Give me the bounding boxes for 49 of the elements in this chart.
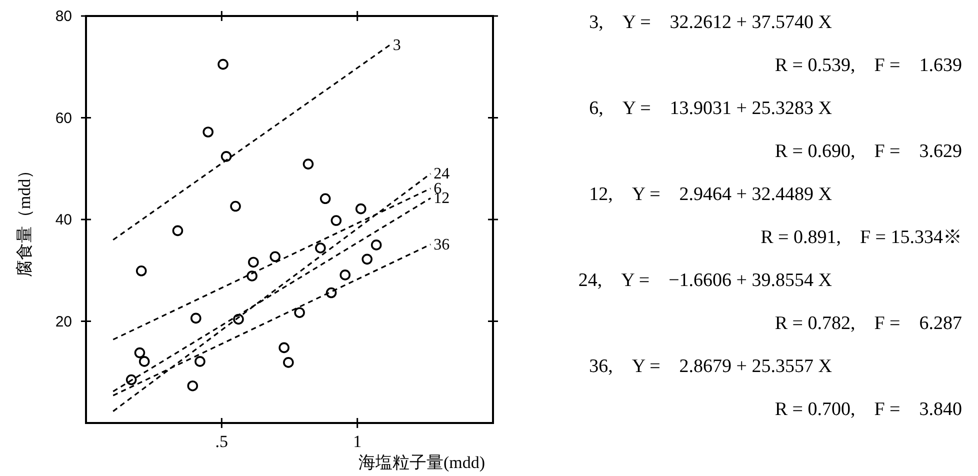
y-tick-label: 80 [55,8,72,25]
text: R = 0.539, F = 1.639 [774,55,962,76]
point [355,203,366,214]
point [246,270,258,282]
point [220,151,232,162]
series-label: 36 [434,236,450,254]
point [278,342,290,354]
point [283,357,294,368]
point [315,242,326,254]
point [202,126,214,138]
point [230,200,241,212]
text: 3, Y = 32.2612 + 37.5740 X [589,12,832,33]
y-tick-label: 40 [55,212,72,228]
y-axis-title: 腐食量（mdd） [15,162,34,278]
point [187,380,198,392]
text: R = 0.782, F = 6.287 [774,313,962,334]
point [136,265,147,276]
point [190,312,202,324]
point [330,215,342,226]
point [340,270,351,280]
text: 36, Y = 2.8679 + 25.3557 X [589,356,832,377]
x-tick-label: 1 [353,432,362,451]
x-tick-label: .5 [215,432,228,451]
text: R = 0.690, F = 3.629 [774,141,962,162]
point [302,158,314,170]
point [248,256,259,268]
text: 12, Y = 2.9464 + 32.4489 X [589,184,832,205]
point [233,314,244,325]
point [362,254,372,265]
point [326,287,337,298]
point [138,356,150,367]
point [294,307,305,318]
point [218,58,228,70]
point [172,225,184,236]
text: R = 0.891, F = 15.334※ [760,227,962,248]
x-axis-title: 海塩粒子量(mdd) [358,453,485,472]
text: 6, Y = 13.9031 + 25.3283 X [589,98,832,119]
point [194,356,206,367]
y-tick-label: 60 [55,110,72,127]
point [320,193,331,204]
y-tick-label: 20 [55,313,72,330]
text: R = 0.700, F = 3.840 [774,399,962,420]
series-label: 24 [434,166,450,183]
text: 24, Y = −1.6606 + 39.8554 X [578,270,832,291]
series-label: 3 [392,37,401,54]
point [270,251,281,262]
point [126,374,137,386]
point [134,347,146,358]
point [370,240,382,250]
